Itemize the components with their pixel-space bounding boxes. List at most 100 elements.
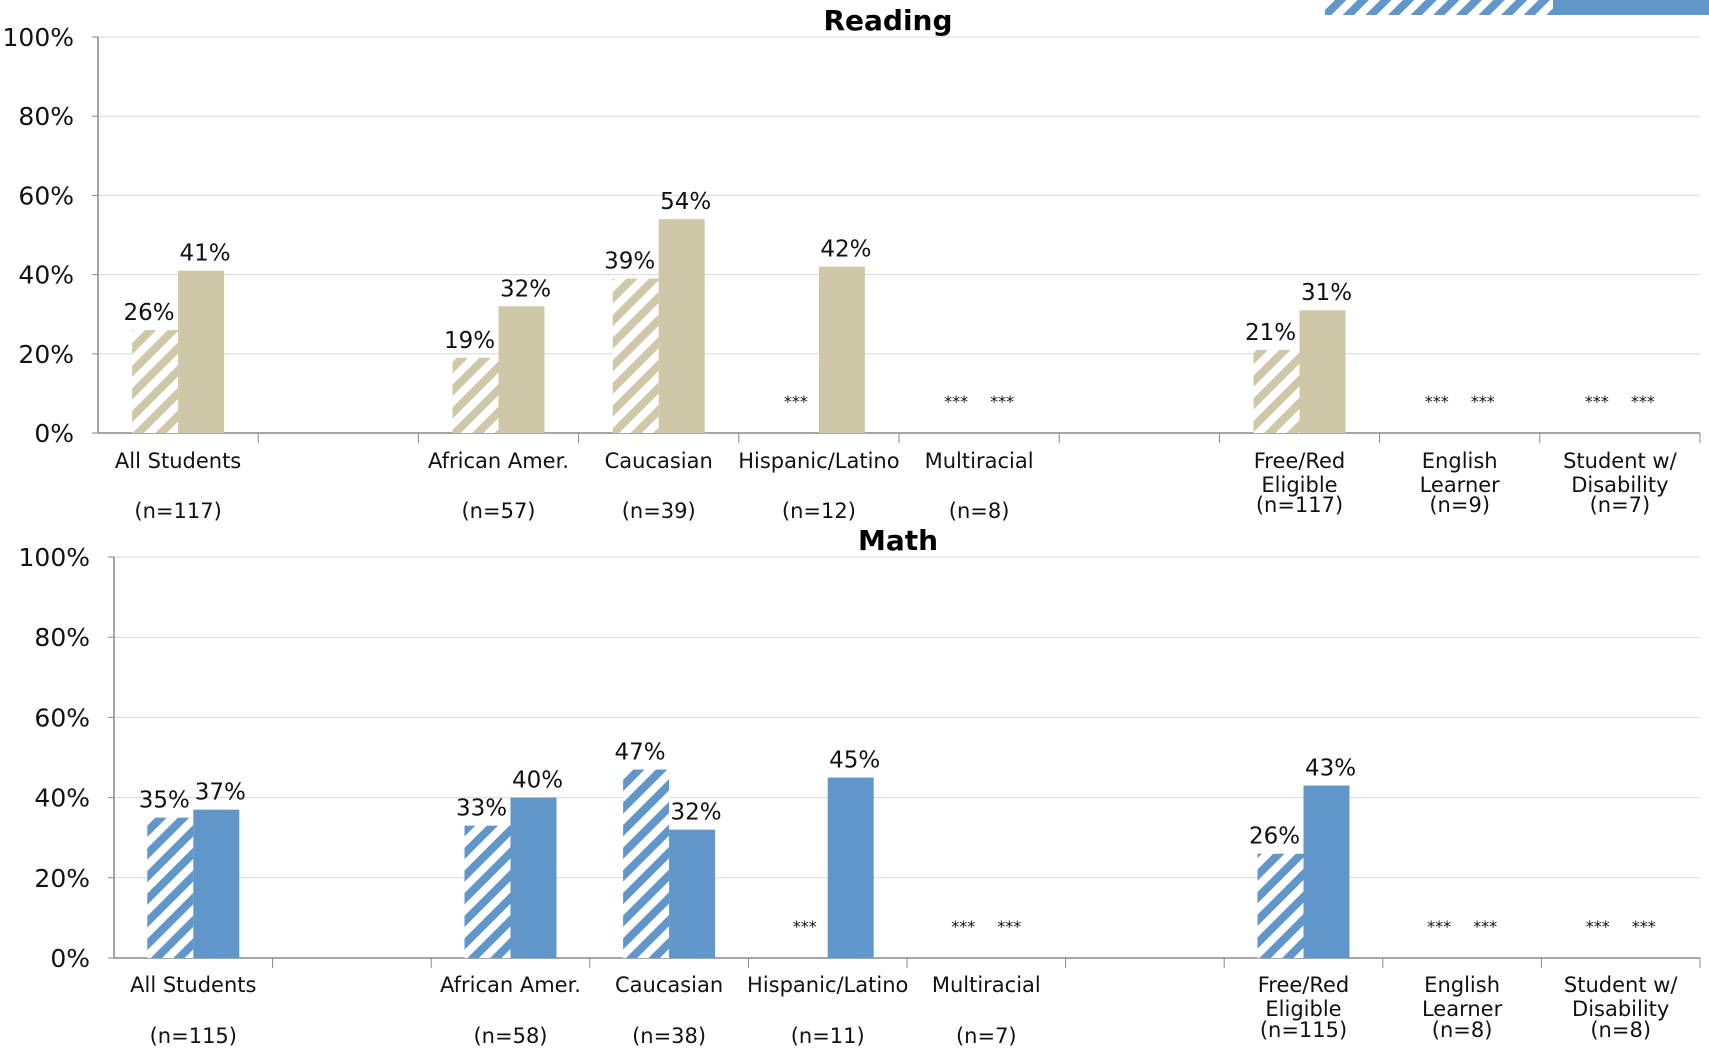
x-n-label: (n=115) bbox=[1260, 1018, 1347, 1042]
x-category-label: Free/Red bbox=[1258, 973, 1350, 997]
y-tick-label: 80% bbox=[34, 623, 90, 652]
y-tick-label: 0% bbox=[34, 419, 74, 448]
x-n-label: (n=117) bbox=[134, 499, 221, 523]
y-tick-label: 60% bbox=[34, 703, 90, 732]
x-n-label: (n=8) bbox=[1590, 1018, 1651, 1042]
data-label: 26% bbox=[124, 300, 175, 326]
x-n-label: (n=58) bbox=[473, 1024, 547, 1048]
x-n-label: (n=57) bbox=[461, 499, 535, 523]
x-n-label: (n=9) bbox=[1429, 493, 1490, 517]
data-label: 42% bbox=[820, 237, 871, 263]
x-category-label: African Amer. bbox=[428, 449, 569, 473]
x-n-label: (n=11) bbox=[791, 1024, 865, 1048]
data-label: 41% bbox=[180, 241, 231, 267]
data-label: 45% bbox=[829, 748, 880, 774]
x-category-label: Student w/ bbox=[1563, 449, 1678, 473]
x-n-label: (n=8) bbox=[949, 499, 1010, 523]
bar-solid bbox=[510, 797, 557, 958]
data-label: 35% bbox=[139, 788, 190, 814]
x-category-label: Multiracial bbox=[932, 973, 1041, 997]
data-label: 43% bbox=[1305, 756, 1356, 782]
suppressed-label: *** bbox=[1631, 392, 1655, 411]
x-category-label: Disability bbox=[1572, 997, 1669, 1021]
data-label: 21% bbox=[1245, 320, 1296, 346]
suppressed-label: *** bbox=[951, 917, 975, 936]
data-label: 37% bbox=[195, 780, 246, 806]
data-label: 26% bbox=[1249, 824, 1300, 850]
x-category-label: All Students bbox=[115, 449, 241, 473]
x-category-label: All Students bbox=[130, 973, 256, 997]
y-tick-label: 80% bbox=[18, 102, 74, 131]
x-category-label: African Amer. bbox=[440, 973, 581, 997]
x-category-label: Eligible bbox=[1265, 997, 1341, 1021]
bar-solid bbox=[1303, 785, 1350, 958]
y-tick-label: 40% bbox=[34, 784, 90, 813]
x-n-label: (n=38) bbox=[632, 1024, 706, 1048]
y-tick-label: 60% bbox=[18, 181, 74, 210]
x-category-label: Hispanic/Latino bbox=[738, 449, 899, 473]
suppressed-label: *** bbox=[990, 392, 1014, 411]
y-tick-label: 20% bbox=[18, 340, 74, 369]
data-label: 32% bbox=[671, 800, 722, 826]
y-tick-label: 0% bbox=[50, 944, 90, 973]
x-n-label: (n=12) bbox=[782, 499, 856, 523]
data-label: 19% bbox=[444, 328, 495, 354]
suppressed-label: *** bbox=[1585, 392, 1609, 411]
x-category-label: Caucasian bbox=[615, 973, 723, 997]
x-category-label: Learner bbox=[1420, 473, 1501, 497]
y-tick-label: 20% bbox=[34, 864, 90, 893]
x-category-label: Student w/ bbox=[1564, 973, 1679, 997]
suppressed-label: *** bbox=[997, 917, 1021, 936]
x-category-label: English bbox=[1424, 973, 1500, 997]
data-label: 32% bbox=[500, 276, 551, 302]
x-n-label: (n=115) bbox=[150, 1024, 237, 1048]
bar-hatched bbox=[147, 817, 194, 958]
bar-solid bbox=[498, 306, 545, 433]
bar-solid bbox=[827, 777, 874, 958]
data-label: 39% bbox=[604, 249, 655, 275]
x-n-label: (n=7) bbox=[1590, 493, 1651, 517]
x-n-label: (n=8) bbox=[1432, 1018, 1493, 1042]
bar-hatched bbox=[612, 278, 659, 433]
x-n-label: (n=117) bbox=[1256, 493, 1343, 517]
legend-hatched-swatch bbox=[1325, 0, 1553, 15]
data-label: 40% bbox=[512, 768, 563, 794]
bar-hatched bbox=[623, 769, 670, 958]
data-label: 31% bbox=[1301, 280, 1352, 306]
x-category-label: English bbox=[1422, 449, 1498, 473]
x-category-label: Hispanic/Latino bbox=[747, 973, 908, 997]
y-tick-label: 100% bbox=[3, 23, 74, 52]
suppressed-label: *** bbox=[784, 392, 808, 411]
x-category-label: Caucasian bbox=[605, 449, 713, 473]
bar-solid bbox=[193, 809, 240, 958]
suppressed-label: *** bbox=[1473, 917, 1497, 936]
bar-hatched bbox=[1253, 349, 1300, 433]
x-category-label: Disability bbox=[1571, 473, 1668, 497]
chart-title: Math bbox=[858, 524, 938, 557]
bar-hatched bbox=[132, 330, 179, 433]
x-category-label: Multiracial bbox=[925, 449, 1034, 473]
bar-solid bbox=[818, 266, 865, 433]
legend-solid-swatch bbox=[1553, 0, 1709, 15]
bar-hatched bbox=[1257, 853, 1304, 958]
suppressed-label: *** bbox=[793, 917, 817, 936]
suppressed-label: *** bbox=[1425, 392, 1449, 411]
bar-hatched bbox=[452, 357, 499, 433]
bar-hatched bbox=[464, 825, 511, 958]
chart-title: Reading bbox=[823, 4, 952, 37]
x-category-label: Learner bbox=[1422, 997, 1503, 1021]
x-category-label: Eligible bbox=[1261, 473, 1337, 497]
bar-solid bbox=[178, 270, 225, 433]
y-tick-label: 100% bbox=[19, 543, 90, 572]
suppressed-label: *** bbox=[1471, 392, 1495, 411]
suppressed-label: *** bbox=[1427, 917, 1451, 936]
x-category-label: Free/Red bbox=[1254, 449, 1346, 473]
bar-solid bbox=[658, 219, 705, 433]
suppressed-label: *** bbox=[944, 392, 968, 411]
data-label: 47% bbox=[615, 740, 666, 766]
bar-solid bbox=[1299, 310, 1346, 433]
x-n-label: (n=39) bbox=[622, 499, 696, 523]
data-label: 33% bbox=[456, 796, 507, 822]
suppressed-label: *** bbox=[1632, 917, 1656, 936]
